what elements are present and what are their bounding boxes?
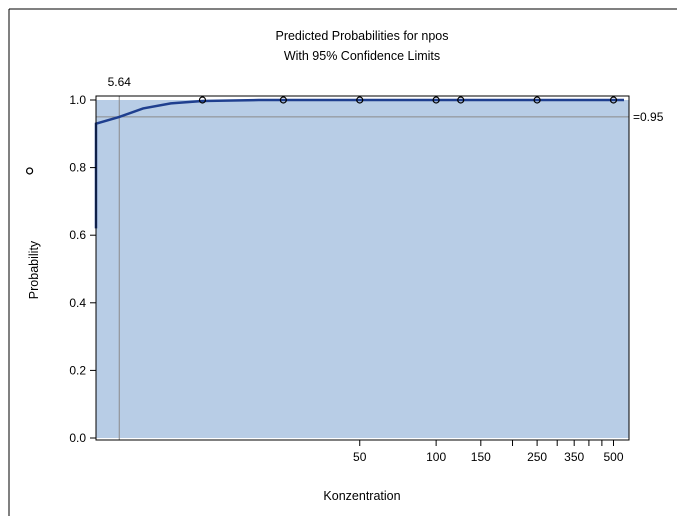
x-tick-label: 100 xyxy=(426,450,446,464)
chart-subtitle: With 95% Confidence Limits xyxy=(284,49,440,63)
x-tick-label: 350 xyxy=(564,450,584,464)
y-tick-label: 0.2 xyxy=(69,363,86,377)
y-tick-label: 1.0 xyxy=(69,93,86,107)
x-axis-label: Konzentration xyxy=(323,489,400,503)
observed-point xyxy=(609,96,618,104)
horizontal-reference-label: =0.95 xyxy=(633,110,664,124)
x-tick-label: 150 xyxy=(471,450,491,464)
x-tick-label: 500 xyxy=(603,450,623,464)
observed-point xyxy=(25,167,34,175)
y-axis: 0.0 0.2 0.4 0.6 0.8 1.0 xyxy=(69,93,96,445)
observed-point xyxy=(457,96,465,104)
plot-frame xyxy=(95,95,630,441)
observed-point xyxy=(198,96,207,104)
confidence-band xyxy=(96,100,629,438)
y-tick-label: 0.0 xyxy=(69,431,86,445)
observed-points xyxy=(25,96,618,175)
y-tick-label: 0.8 xyxy=(69,161,86,175)
vertical-reference-label: 5.64 xyxy=(108,75,132,89)
x-axis: 50 100 150 250 350 500 xyxy=(353,440,624,464)
observed-point xyxy=(533,96,541,104)
x-tick-label: 50 xyxy=(353,450,367,464)
observed-point xyxy=(432,96,440,104)
y-axis-label: Probability xyxy=(27,240,41,299)
observed-point xyxy=(279,96,287,104)
chart-title: Predicted Probabilities for npos xyxy=(275,29,448,43)
x-tick-label: 250 xyxy=(527,450,547,464)
plot-area: 5.64 =0.95 0.0 0.2 0.4 0.6 0.8 1.0 50 100 150 250… xyxy=(25,75,664,464)
reference-lines: 5.64 =0.95 xyxy=(96,75,664,440)
observed-point xyxy=(356,96,364,104)
y-tick-label: 0.6 xyxy=(69,228,86,242)
y-tick-label: 0.4 xyxy=(69,296,86,310)
